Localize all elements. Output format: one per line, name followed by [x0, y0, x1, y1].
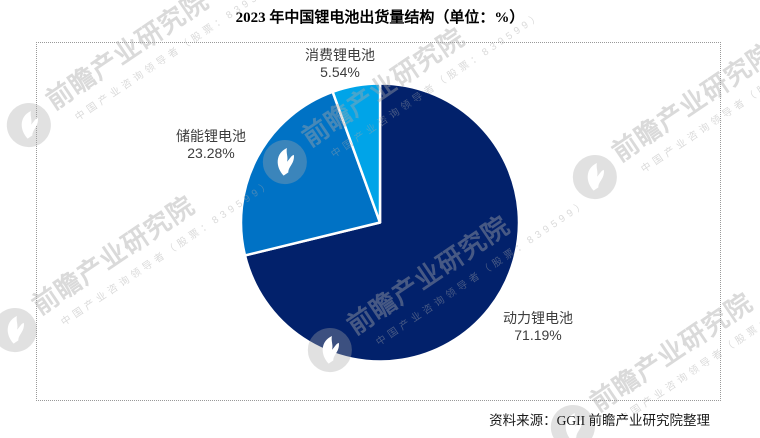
plot-area-border: [36, 42, 721, 401]
slice-label-power-name: 动力锂电池: [503, 310, 573, 326]
chart-title: 2023 年中国锂电池出货量结构（单位：%）: [235, 10, 525, 26]
pie-slice-储能锂电池: [239, 90, 382, 257]
slice-label-consumer: 消费锂电池 5.54%: [270, 47, 410, 81]
slice-label-power: 动力锂电池 71.19%: [463, 310, 613, 344]
slice-label-storage: 储能锂电池 23.28%: [141, 128, 281, 162]
pie-chart: [239, 82, 521, 363]
pie-slice-消费锂电池: [331, 82, 382, 224]
pie-slice-动力锂电池: [243, 82, 521, 363]
slice-label-consumer-name: 消费锂电池: [305, 47, 375, 63]
slice-label-power-value: 71.19%: [514, 327, 562, 343]
slice-label-consumer-value: 5.54%: [320, 64, 360, 80]
slice-label-storage-value: 23.28%: [187, 145, 235, 161]
source-note: 资料来源：GGII 前瞻产业研究院整理: [489, 413, 710, 428]
slice-label-storage-name: 储能锂电池: [176, 128, 246, 144]
